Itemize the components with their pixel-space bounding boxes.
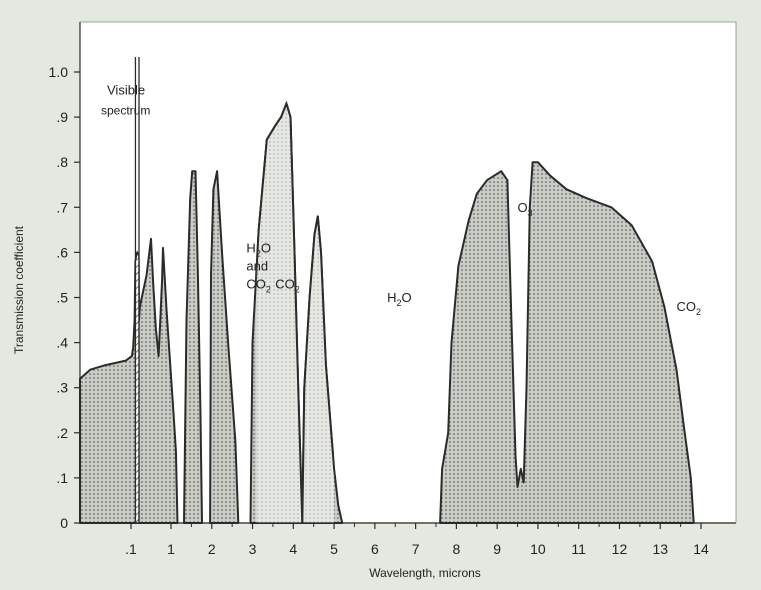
axes [79,21,737,524]
y-tick-label: 1.0 [49,64,69,80]
y-axis-title: Transmission coefficient [12,225,26,354]
y-tick-label: .3 [56,380,68,396]
x-axis-title: Wavelength, microns [369,566,481,580]
x-tick-label: 13 [652,541,668,557]
co2-short-label: CO2 [275,276,300,294]
band-light-band-3-4 [256,103,303,523]
band-outline-band-3-4 [256,100,304,523]
x-tick-label: 5 [330,541,338,557]
y-tick-label: .9 [56,109,68,125]
y-tick-label: 0 [60,515,68,531]
x-tick-label: 8 [452,541,460,557]
x-tick-label: .1 [125,541,137,557]
x-tick-label: 7 [412,541,420,557]
band-outline-band-4-8 [301,216,335,523]
y-tick-label: .1 [56,470,68,486]
y-tick-label: .6 [56,244,68,260]
h2o-label: H2O [387,290,412,308]
x-tick-label: 4 [289,541,297,557]
x-ticks: .1 1 2 3 4 5 6 7 8 9 10 11 12 13 14 [125,523,709,557]
y-tick-label: .8 [56,154,68,170]
annotation-lines [134,57,140,523]
y-tick-label: .7 [56,199,68,215]
band-band-2-2 [209,170,240,524]
x-tick-label: 1 [167,541,175,557]
y-tick-label: .2 [56,425,68,441]
x-tick-label: 14 [693,541,709,557]
visible-label-line2: spectrum [101,104,150,118]
light-region-layer [256,100,335,523]
x-tick-label: 11 [571,541,586,557]
band-band-1-6 [183,170,203,524]
h2o-co2-label: H2O and CO2 [246,240,274,294]
x-tick-label: 12 [612,541,628,557]
visible-label-line1: Visible [107,83,145,98]
y-tick-label: .5 [56,290,68,306]
x-tick-label: 3 [249,541,257,557]
x-tick-label: 10 [530,541,546,557]
x-tick-label: 6 [371,541,379,557]
band-band-8-13 [439,161,695,524]
x-tick-label: 2 [208,541,216,557]
y-tick-label: .4 [56,335,68,351]
co2-long-label: CO2 [677,299,702,317]
y-ticks: 0 .1 .2 .3 .4 .5 .6 .7 .8 .9 1.0 [49,64,80,531]
x-tick-label: 9 [493,541,501,557]
band-uv-visible-near-ir [79,237,179,524]
